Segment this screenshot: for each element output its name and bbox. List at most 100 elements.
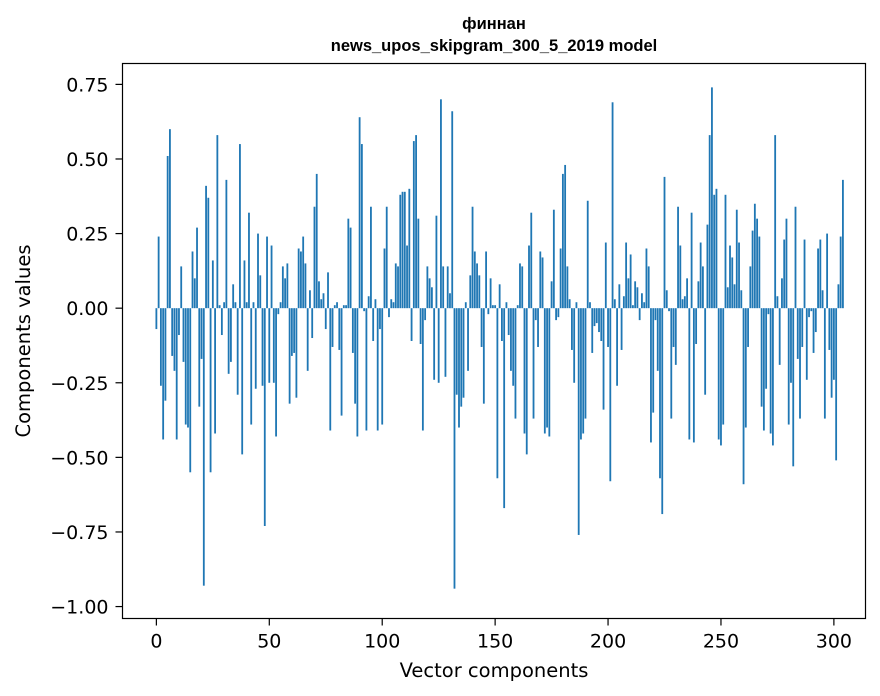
bar-245 [708,135,711,309]
bar-256 [733,284,736,309]
bar-241 [699,242,702,309]
bar-276 [778,308,781,365]
bar-94 [367,296,370,309]
bar-104 [390,299,393,309]
bar-272 [769,308,772,434]
bar-25 [211,260,214,309]
bar-242 [701,266,704,309]
bar-180 [561,173,564,309]
bar-8 [173,308,176,371]
bar-279 [785,218,788,309]
x-axis-label: Vector components [400,659,589,682]
bar-281 [790,308,792,383]
x-tick-label: 50 [257,631,281,653]
bar-122 [430,287,433,309]
bar-111 [406,245,408,309]
bar-209 [627,278,630,309]
bar-163 [523,308,526,434]
bar-235 [686,278,688,309]
bar-286 [801,308,804,347]
bar-169 [537,308,539,347]
bar-195 [595,308,598,324]
bar-282 [792,308,795,467]
bar-218 [647,266,650,309]
bar-200 [607,308,609,347]
bar-265 [753,203,756,309]
bar-127 [442,266,445,309]
bar-83 [342,305,345,309]
bar-112 [408,188,411,309]
bar-183 [568,299,571,309]
bar-0 [155,308,158,330]
bar-67 [306,308,309,371]
bar-77 [329,308,332,431]
bar-88 [354,308,357,404]
bar-298 [828,308,831,350]
bar-154 [503,308,506,509]
bar-134 [458,308,460,428]
bar-246 [711,87,713,309]
bar-203 [613,299,616,309]
bar-96 [372,308,375,341]
bar-149 [491,305,494,309]
bar-301 [835,308,838,461]
bar-275 [776,296,779,309]
bar-43 [252,302,255,309]
bar-143 [478,275,481,309]
bar-141 [473,251,476,309]
bar-160 [516,305,519,309]
bar-205 [618,284,621,309]
bar-128 [444,308,447,377]
bar-2 [159,308,162,386]
bar-285 [799,308,801,419]
bar-53 [275,308,277,437]
bar-155 [505,302,508,309]
bar-146 [485,251,487,309]
y-tick-label: 0.25 [66,224,108,246]
bar-12 [182,308,185,362]
bar-226 [665,290,668,309]
bar-40 [245,302,248,309]
bar-22 [205,185,207,309]
bar-36 [236,308,239,395]
bar-303 [839,236,842,309]
bar-13 [184,308,187,425]
bar-26 [214,308,216,434]
bar-202 [611,102,614,309]
bar-166 [530,212,533,309]
bar-161 [519,263,521,309]
bar-230 [674,308,677,365]
bar-164 [525,308,528,455]
bar-84 [345,305,347,309]
bar-262 [747,308,749,347]
bar-288 [805,308,808,380]
bar-74 [322,293,325,309]
chart-title: финнан [462,15,526,33]
bar-14 [187,308,189,428]
y-tick-label: −1.00 [50,597,108,619]
bar-185 [573,308,576,383]
y-tick-label: −0.25 [50,373,108,395]
bar-224 [661,308,664,515]
bar-86 [349,227,352,309]
bar-251 [722,308,725,425]
bar-78 [331,308,334,347]
bar-267 [758,236,761,309]
plot-frame [121,62,867,620]
bar-273 [772,308,774,446]
bar-233 [681,299,684,309]
bar-287 [803,239,806,309]
bar-253 [726,287,729,309]
bar-299 [830,308,833,398]
bar-297 [826,233,829,309]
bar-39 [243,260,246,309]
bar-144 [480,308,483,347]
bar-237 [690,212,693,309]
bar-178 [557,308,560,318]
bar-99 [379,308,381,330]
bar-234 [683,296,686,309]
bar-304 [842,179,844,309]
bar-7 [171,308,174,356]
bar-266 [756,218,759,309]
bar-34 [232,284,235,309]
